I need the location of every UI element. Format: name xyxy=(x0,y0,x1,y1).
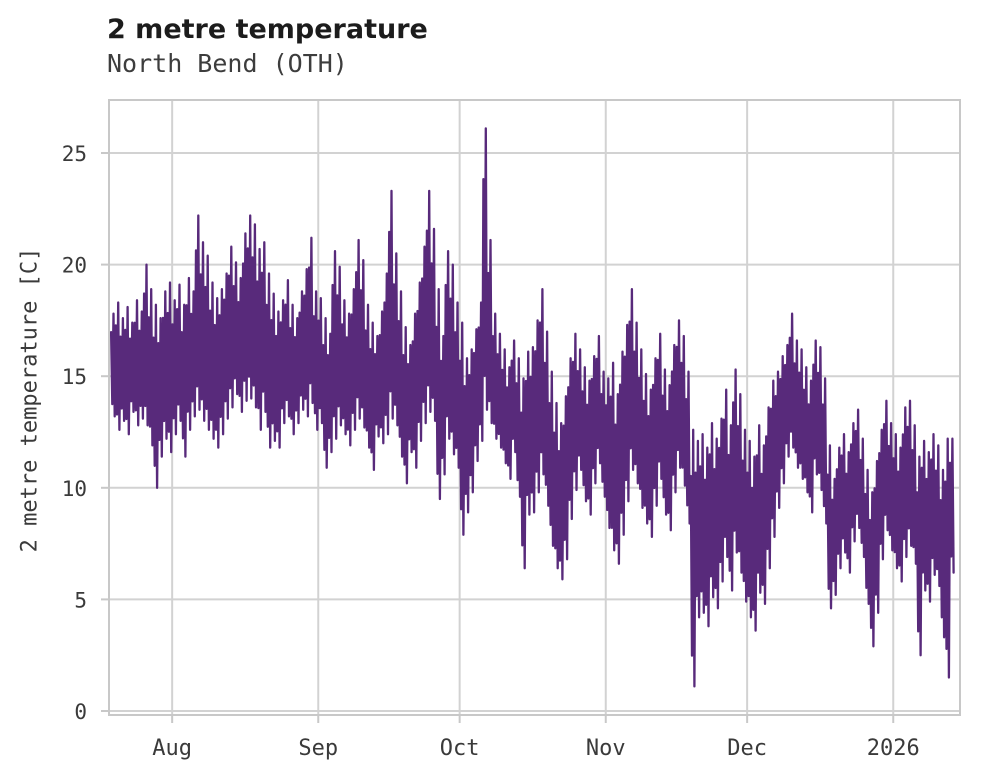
y-tick-label: 0 xyxy=(74,700,87,724)
x-tick-label: Dec xyxy=(727,736,767,761)
y-tick-label: 20 xyxy=(62,254,87,278)
y-tick-label: 25 xyxy=(62,142,87,166)
chart-subtitle: North Bend (OTH) xyxy=(107,49,348,78)
x-tick-label: 2026 xyxy=(867,736,920,761)
plot-border xyxy=(108,99,961,716)
y-tick-label: 10 xyxy=(62,477,87,501)
x-tick-label: Nov xyxy=(586,736,626,761)
temperature-line xyxy=(109,127,955,688)
x-tick-label: Oct xyxy=(440,736,480,761)
chart-title: 2 metre temperature xyxy=(107,14,428,45)
y-tick-label: 5 xyxy=(74,588,87,612)
y-tick-label: 15 xyxy=(62,365,87,389)
x-tick-label: Sep xyxy=(298,736,338,761)
x-tick-label: Aug xyxy=(152,736,192,761)
